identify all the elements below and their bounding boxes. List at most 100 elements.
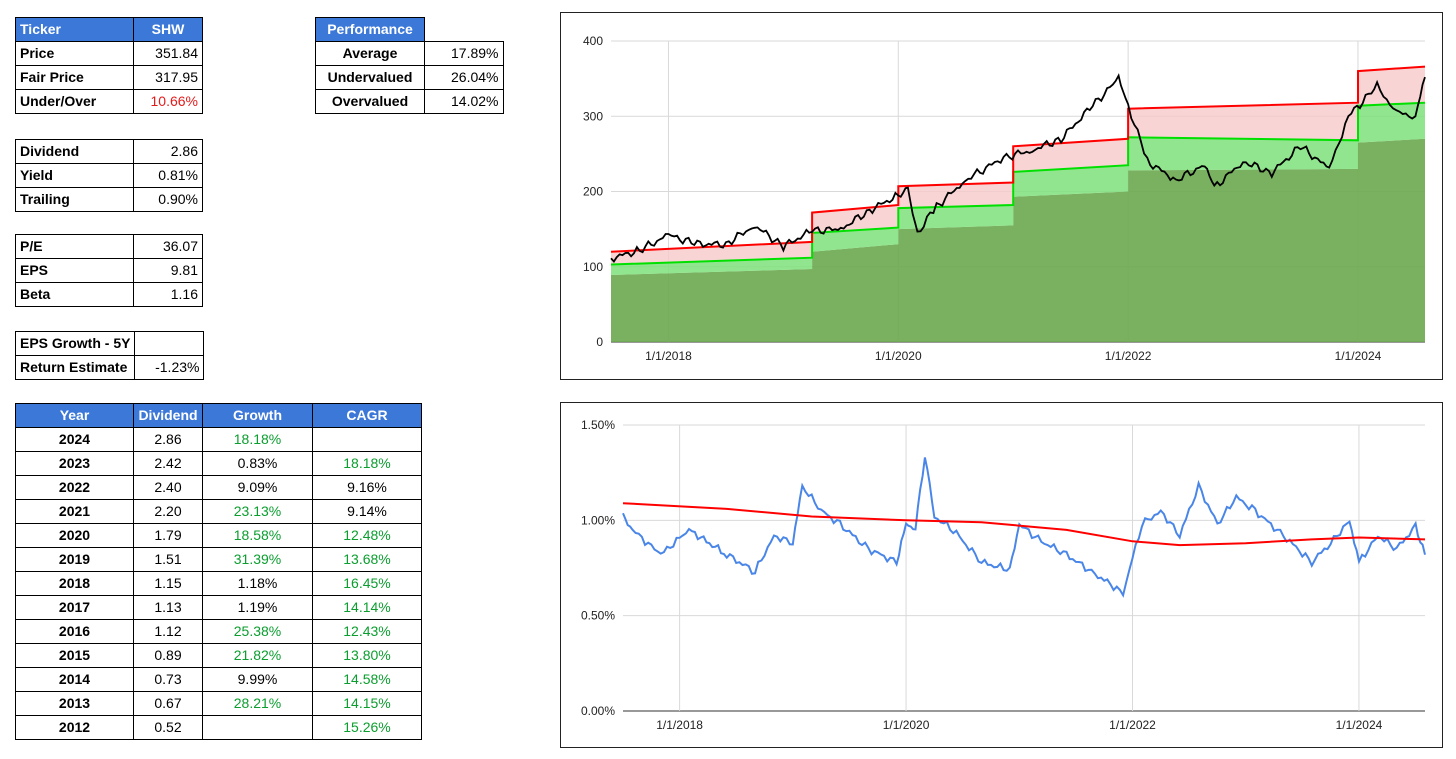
overvalued-band — [611, 66, 1425, 265]
history-header-year: Year — [15, 403, 134, 428]
x-tick-label: 1/1/2022 — [1105, 349, 1152, 363]
history-growth: 9.09% — [202, 475, 313, 500]
valuation-table: P/E 36.07 EPS 9.81 Beta 1.16 — [15, 234, 203, 307]
price-label: Price — [15, 41, 134, 66]
growth-table: EPS Growth - 5Y Return Estimate -1.23% — [14, 331, 205, 380]
history-dividend: 1.13 — [133, 595, 203, 620]
overvalued-line — [610, 65, 1426, 253]
dividend-label: Dividend — [15, 139, 134, 164]
price-chart-svg: 0 100 200 300 400 1/1/2018 1/1/2020 1/1/2022 1/1… — [583, 34, 1426, 363]
history-growth: 23.13% — [202, 499, 313, 524]
history-year: 2022 — [15, 475, 134, 500]
ticker-table: Ticker SHW Price 351.84 Fair Price 317.9… — [15, 17, 203, 114]
history-growth: 9.99% — [202, 667, 313, 692]
y-tick-label: 1.50% — [581, 418, 615, 432]
y-tick-label: 400 — [583, 34, 603, 48]
y-tick-label: 1.00% — [581, 513, 615, 527]
yield-label: Yield — [15, 163, 134, 188]
eps-growth-label: EPS Growth - 5Y — [14, 331, 136, 356]
history-dividend: 0.67 — [133, 691, 203, 716]
history-cagr: 14.15% — [312, 691, 422, 716]
history-header-cagr: CAGR — [312, 403, 422, 428]
x-tick-label: 1/1/2018 — [656, 718, 703, 732]
history-year: 2014 — [15, 667, 134, 692]
undervalued-value: 26.04% — [424, 65, 504, 90]
beta-label: Beta — [15, 282, 134, 307]
x-tick-label: 1/1/2020 — [875, 349, 922, 363]
performance-table: Performance Average 17.89% Undervalued 2… — [315, 17, 504, 114]
x-tick-label: 1/1/2018 — [645, 349, 692, 363]
price-valuation-chart: 0 100 200 300 400 1/1/2018 1/1/2020 1/1/2022 1/1… — [560, 12, 1443, 380]
history-growth: 31.39% — [202, 547, 313, 572]
trailing-value: 0.90% — [133, 187, 203, 212]
history-cagr: 13.80% — [312, 643, 422, 668]
fair-value-band — [611, 102, 1425, 275]
average-label: Average — [315, 41, 425, 66]
history-year: 2023 — [15, 451, 134, 476]
history-dividend: 0.52 — [133, 715, 203, 740]
table-row: 2023 2.42 0.83% 18.18% — [15, 451, 422, 476]
performance-header-spacer — [425, 18, 504, 42]
history-growth: 25.38% — [202, 619, 313, 644]
overvalued-label: Overvalued — [315, 89, 425, 114]
table-row: 2020 1.79 18.58% 12.48% — [15, 523, 422, 548]
y-tick-label: 0.00% — [581, 704, 615, 718]
history-dividend: 2.20 — [133, 499, 203, 524]
history-dividend: 2.40 — [133, 475, 203, 500]
history-growth: 28.21% — [202, 691, 313, 716]
table-row: 2019 1.51 31.39% 13.68% — [15, 547, 422, 572]
y-tick-label: 300 — [583, 109, 603, 123]
return-estimate-value: -1.23% — [134, 355, 205, 380]
trailing-label: Trailing — [15, 187, 134, 212]
table-row: 2014 0.73 9.99% 14.58% — [15, 667, 422, 692]
dividend-yield-line — [622, 457, 1426, 598]
table-row: 2013 0.67 28.21% 14.15% — [15, 691, 422, 716]
table-row: 2022 2.40 9.09% 9.16% — [15, 475, 422, 500]
table-row: 2012 0.52 15.26% — [15, 715, 422, 740]
history-cagr: 18.18% — [312, 451, 422, 476]
pe-label: P/E — [15, 234, 134, 259]
history-dividend: 1.79 — [133, 523, 203, 548]
dividend-value: 2.86 — [133, 139, 203, 164]
table-row: 2015 0.89 21.82% 13.80% — [15, 643, 422, 668]
x-tick-label: 1/1/2022 — [1109, 718, 1156, 732]
under-over-label: Under/Over — [15, 89, 134, 114]
table-row: 2017 1.13 1.19% 14.14% — [15, 595, 422, 620]
history-cagr: 13.68% — [312, 547, 422, 572]
history-dividend: 1.12 — [133, 619, 203, 644]
history-cagr: 15.26% — [312, 715, 422, 740]
dividend-yield-chart: 0.00% 0.50% 1.00% 1.50% 1/1/2018 1/1/2020 1/1/… — [560, 402, 1443, 748]
history-year: 2019 — [15, 547, 134, 572]
history-year: 2020 — [15, 523, 134, 548]
fair-price-label: Fair Price — [15, 65, 134, 90]
x-tick-label: 1/1/2024 — [1335, 349, 1382, 363]
pe-value: 36.07 — [133, 234, 203, 259]
overvalued-value: 14.02% — [424, 89, 504, 114]
base-value-area — [611, 138, 1425, 342]
history-year: 2018 — [15, 571, 134, 596]
yield-chart-svg: 0.00% 0.50% 1.00% 1.50% 1/1/2018 1/1/2020 1/1/… — [581, 418, 1426, 732]
return-estimate-label: Return Estimate — [14, 355, 136, 380]
y-tick-label: 0.50% — [581, 609, 615, 623]
history-dividend: 2.86 — [133, 427, 203, 452]
history-header-dividend: Dividend — [133, 403, 203, 428]
table-row: 2021 2.20 23.13% 9.14% — [15, 499, 422, 524]
table-row: 2018 1.15 1.18% 16.45% — [15, 571, 422, 596]
history-year: 2013 — [15, 691, 134, 716]
eps-growth-value — [134, 331, 205, 356]
history-growth: 1.18% — [202, 571, 313, 596]
history-dividend: 1.51 — [133, 547, 203, 572]
beta-value: 1.16 — [133, 282, 203, 307]
history-cagr: 9.14% — [312, 499, 422, 524]
history-cagr: 9.16% — [312, 475, 422, 500]
history-year: 2016 — [15, 619, 134, 644]
average-value: 17.89% — [424, 41, 504, 66]
history-cagr: 14.14% — [312, 595, 422, 620]
history-dividend: 0.73 — [133, 667, 203, 692]
history-growth: 1.19% — [202, 595, 313, 620]
history-year: 2017 — [15, 595, 134, 620]
history-growth: 0.83% — [202, 451, 313, 476]
history-growth — [202, 715, 313, 740]
history-year: 2015 — [15, 643, 134, 668]
history-cagr: 12.43% — [312, 619, 422, 644]
